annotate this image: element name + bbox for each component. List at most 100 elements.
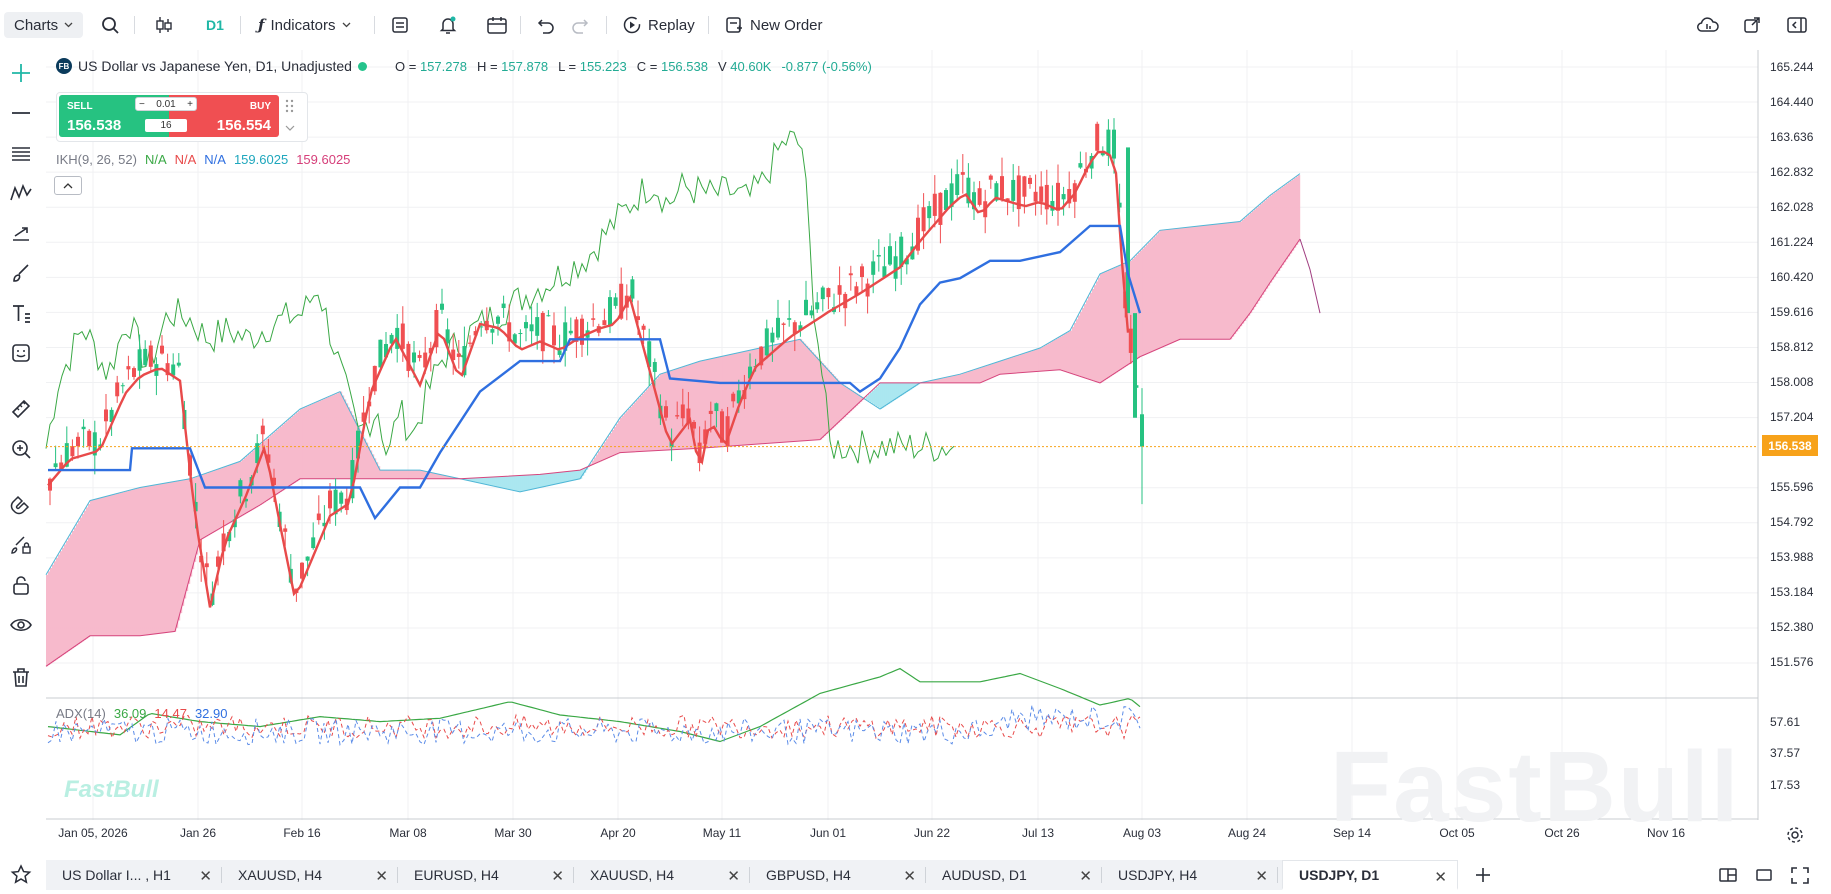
undo-button[interactable]	[536, 12, 556, 38]
time-tick: Oct 26	[1544, 826, 1580, 840]
time-tick: Sep 14	[1332, 826, 1372, 840]
ichimoku-cloud-slice	[988, 365, 991, 380]
calendar-button[interactable]	[486, 12, 508, 38]
symbol-title[interactable]: US Dollar vs Japanese Yen, D1, Unadjuste…	[78, 58, 352, 74]
charts-menu-button[interactable]: Charts	[4, 12, 84, 38]
drag-handle-icon[interactable]	[285, 99, 295, 113]
projection-tool[interactable]	[8, 220, 34, 246]
close-tab-icon[interactable]: ✕	[1434, 869, 1447, 886]
redo-button[interactable]	[570, 12, 590, 38]
magnet-tool[interactable]	[8, 492, 34, 518]
candle-body	[1061, 194, 1066, 200]
cloud-save-button[interactable]	[1696, 12, 1720, 38]
chart-tab[interactable]: XAUUSD, H4 ✕	[574, 860, 750, 890]
indicators-button[interactable]: ƒ Indicators	[258, 12, 351, 38]
pattern-tool[interactable]	[8, 180, 34, 206]
visibility-tool[interactable]	[8, 612, 34, 638]
close-tab-icon[interactable]: ✕	[199, 868, 212, 885]
ichimoku-cloud-slice	[1184, 227, 1187, 340]
text-tool[interactable]	[8, 300, 34, 326]
unlock-tool[interactable]	[8, 572, 34, 598]
ichimoku-cloud-slice	[492, 477, 495, 486]
ichimoku-cloud-slice	[1296, 176, 1299, 245]
ichimoku-cloud-slice	[936, 379, 939, 383]
share-button[interactable]	[1742, 12, 1762, 38]
leverage-field[interactable]: 16	[145, 119, 187, 132]
new-order-button[interactable]: New Order	[724, 12, 823, 38]
chart-tab[interactable]: XAUUSD, H4 ✕	[222, 860, 398, 890]
chart-tab[interactable]: AUDUSD, D1 ✕	[926, 860, 1102, 890]
alert-button[interactable]	[438, 12, 458, 38]
quantity-value[interactable]: 0.01	[156, 98, 176, 110]
ichimoku-cloud-slice	[866, 396, 869, 400]
ichimoku-cloud-slice	[282, 424, 285, 491]
close-tab-icon[interactable]: ✕	[727, 868, 740, 885]
close-tab-icon[interactable]: ✕	[375, 868, 388, 885]
increase-icon[interactable]: +	[187, 98, 193, 110]
close-tab-icon[interactable]: ✕	[551, 868, 564, 885]
ichimoku-cloud-slice	[778, 344, 781, 443]
chart-tab[interactable]: US Dollar I... , H1 ✕	[46, 860, 222, 890]
delete-tool[interactable]	[8, 664, 34, 690]
close-tab-icon[interactable]: ✕	[903, 868, 916, 885]
ichimoku-cloud-slice	[634, 402, 637, 452]
templates-button[interactable]	[390, 12, 410, 38]
chart-tab[interactable]: USDJPY, D1 ✕	[1282, 860, 1458, 890]
candle-body	[451, 349, 456, 361]
time-tick: Apr 20	[600, 826, 636, 840]
candle-body	[272, 477, 276, 485]
ichimoku-legend[interactable]: IKH(9, 26, 52) N/A N/A N/A 159.6025 159.…	[56, 152, 350, 167]
chart-tab[interactable]: GBPUSD, H4 ✕	[750, 860, 926, 890]
candle-body	[882, 266, 887, 278]
crosshair-tool[interactable]	[8, 60, 34, 86]
ichimoku-cloud-slice	[752, 349, 755, 445]
replay-button[interactable]: Replay	[622, 12, 695, 38]
ichimoku-cloud-slice	[1100, 273, 1103, 383]
layout-icon[interactable]	[1718, 866, 1738, 884]
ruler-tool[interactable]	[8, 396, 34, 422]
chevron-down-icon[interactable]	[285, 125, 295, 133]
chart-tab[interactable]: EURUSD, H4 ✕	[398, 860, 574, 890]
zoom-tool[interactable]	[8, 436, 34, 462]
ichimoku-cloud-slice	[58, 554, 61, 658]
chart-type-button[interactable]	[154, 12, 174, 38]
channel-tool[interactable]	[8, 140, 34, 166]
candle-body	[1078, 163, 1083, 168]
lock-drawing-tool[interactable]	[8, 532, 34, 558]
candle-body	[865, 283, 870, 297]
candle-body	[76, 436, 80, 447]
brush-tool[interactable]	[8, 260, 34, 286]
ichimoku-cloud-slice	[560, 472, 563, 484]
horizontal-line-tool[interactable]	[8, 100, 34, 126]
window-icon[interactable]	[1754, 866, 1774, 884]
price-chart[interactable]	[0, 50, 1831, 850]
interval-button[interactable]: D1	[206, 17, 224, 33]
ichimoku-cloud-slice	[1196, 226, 1199, 340]
emoji-tool[interactable]	[8, 340, 34, 366]
ichimoku-cloud-slice	[1060, 336, 1063, 370]
collapse-panel-button[interactable]	[1786, 12, 1808, 38]
ichimoku-cloud-slice	[1216, 224, 1219, 340]
close-tab-icon[interactable]: ✕	[1255, 868, 1268, 885]
fullscreen-icon[interactable]	[1790, 866, 1810, 884]
search-button[interactable]	[101, 12, 120, 38]
chart-settings-icon[interactable]	[1786, 826, 1804, 844]
ichimoku-cloud-slice	[1110, 269, 1113, 377]
ichimoku-cloud-slice	[480, 477, 483, 484]
close-tab-icon[interactable]: ✕	[1079, 868, 1092, 885]
collapse-legend-button[interactable]	[54, 176, 82, 195]
chart-tab[interactable]: USDJPY, H4 ✕	[1102, 860, 1278, 890]
quantity-stepper[interactable]: − 0.01 +	[135, 97, 197, 111]
ichimoku-cloud-slice	[524, 475, 527, 492]
adx-legend[interactable]: ADX(14) 36.09 14.47 32.90	[56, 706, 228, 721]
ichimoku-cloud-slice	[668, 371, 671, 451]
ichimoku-cloud-slice	[1168, 229, 1171, 345]
ichimoku-cloud-slice	[1164, 229, 1167, 347]
ichimoku-cloud-slice	[1012, 357, 1015, 374]
ichimoku-cloud-slice	[544, 474, 547, 487]
star-icon[interactable]	[10, 864, 32, 886]
add-tab-icon[interactable]	[1474, 866, 1492, 884]
ichimoku-cloud-slice	[798, 339, 801, 442]
ichimoku-cloud-slice	[166, 482, 169, 633]
decrease-icon[interactable]: −	[139, 98, 145, 110]
